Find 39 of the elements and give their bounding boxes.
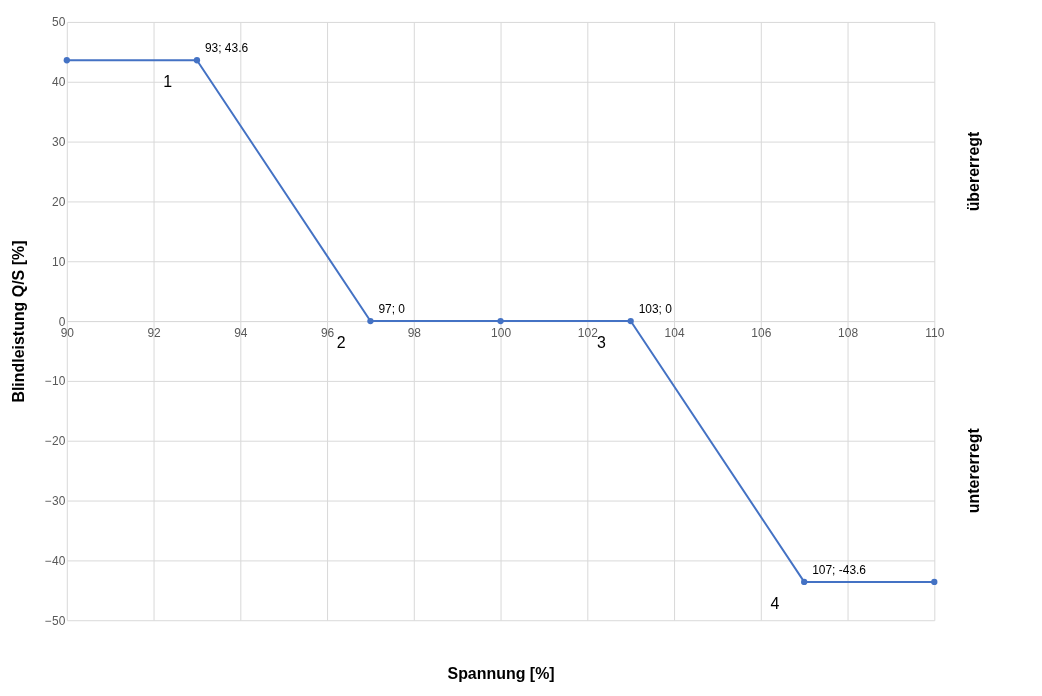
x-tick-label: 106 — [751, 325, 772, 340]
text: übererregt — [965, 130, 983, 212]
x-tick-label: 108 — [838, 325, 859, 340]
x-tick-label: 110 — [925, 325, 945, 340]
y-axis-title: Blindleistung Q/S [%] — [10, 240, 28, 403]
y-tick-label: −30 — [45, 494, 66, 509]
y-tick-label: −40 — [45, 553, 66, 568]
y-tick-label: 40 — [52, 75, 66, 90]
x-tick-label: 92 — [147, 325, 162, 340]
point — [627, 317, 634, 325]
point — [801, 578, 808, 586]
x-tick-label: 100 — [491, 325, 512, 340]
x-tick-label: 96 — [320, 325, 335, 340]
point — [367, 317, 374, 325]
y-tick-label: 20 — [52, 194, 66, 209]
point — [931, 578, 938, 586]
annotation: 1 — [163, 73, 173, 91]
point — [497, 317, 504, 325]
annotation: 2 — [336, 333, 346, 351]
y-tick-label: −50 — [45, 613, 66, 628]
x-tick-label: 102 — [577, 325, 599, 340]
y-tick-label: 30 — [52, 135, 66, 150]
x-tick-label: 94 — [234, 325, 248, 340]
x-axis-title: Spannung [%] — [447, 664, 555, 682]
point — [193, 57, 201, 64]
annotation: 107; -43.6 — [812, 562, 867, 577]
y-tick-label: −20 — [45, 434, 66, 449]
x-tick-label: 104 — [664, 325, 685, 340]
annotation: 4 — [770, 594, 780, 612]
y-tick-label: −10 — [45, 374, 66, 389]
point — [63, 57, 70, 64]
annotation: 103; 0 — [638, 302, 673, 317]
annotation: 3 — [596, 333, 606, 351]
y-tick-label: 50 — [52, 15, 66, 30]
text: untererregt — [965, 427, 983, 514]
y-tick-label: 10 — [52, 254, 66, 269]
annotation: 93; 43.6 — [204, 41, 249, 56]
x-tick-label: 98 — [407, 325, 422, 340]
annotation: 97; 0 — [378, 302, 406, 317]
